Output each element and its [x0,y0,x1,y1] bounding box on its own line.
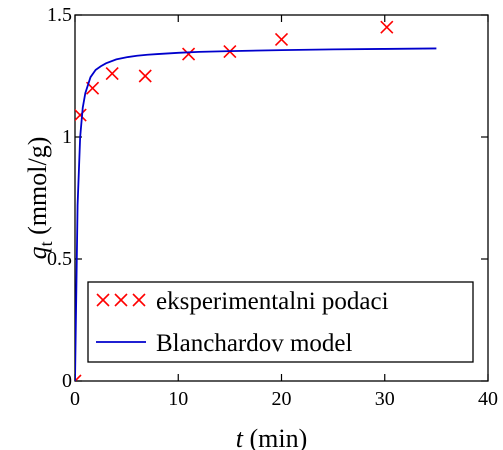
legend-marker [96,293,110,307]
x-tick-label: 40 [478,388,498,410]
data-point-marker [105,66,119,81]
data-point-marker [182,47,196,61]
legend-marker-b [132,293,146,307]
marker-stroke-b [182,47,196,61]
legend-marker [132,293,146,307]
marker-stroke-b [75,108,87,122]
y-axis-label-sub: t [36,241,56,246]
marker-stroke-b [105,66,119,81]
marker-stroke-b [85,81,100,95]
y-tick-label: 0.5 [47,248,72,270]
data-point-marker [75,374,82,381]
legend: eksperimentalni podaci Blanchardov model [87,281,474,363]
marker-stroke-b [380,20,394,34]
x-tick-label: 0 [70,388,80,410]
legend-label-model: Blanchardov model [156,330,353,357]
legend-marker [114,293,128,307]
y-tick-label: 1.5 [47,4,72,26]
x-tick-label: 10 [168,388,188,410]
y-axis-label: qt (mmol/g) [23,137,56,260]
series-line-blanchardov-model [75,47,437,381]
data-point-marker [380,20,394,34]
x-tick-label: 20 [272,388,292,410]
y-axis-label-var: q [23,246,52,259]
x-tick-label: 30 [375,388,395,410]
y-tick-label: 1 [62,126,72,148]
marker-stroke-b [75,374,82,381]
legend-label-experimental: eksperimentalni podaci [156,288,389,315]
marker-stroke-b [274,32,289,46]
y-axis-label-unit: (mmol/g) [23,137,52,242]
data-point-marker [138,69,152,83]
x-axis-label-unit: (min) [243,424,307,450]
legend-box [87,281,474,363]
data-point-marker [274,32,289,46]
plot-data [75,20,437,381]
marker-stroke-b [138,69,152,83]
x-axis-label: t (min) [236,424,308,450]
legend-marker-b [96,293,110,307]
x-axis-label-var: t [236,424,244,450]
data-point-marker [75,108,87,122]
y-tick-label: 0 [62,370,72,392]
legend-marker-b [114,293,128,307]
